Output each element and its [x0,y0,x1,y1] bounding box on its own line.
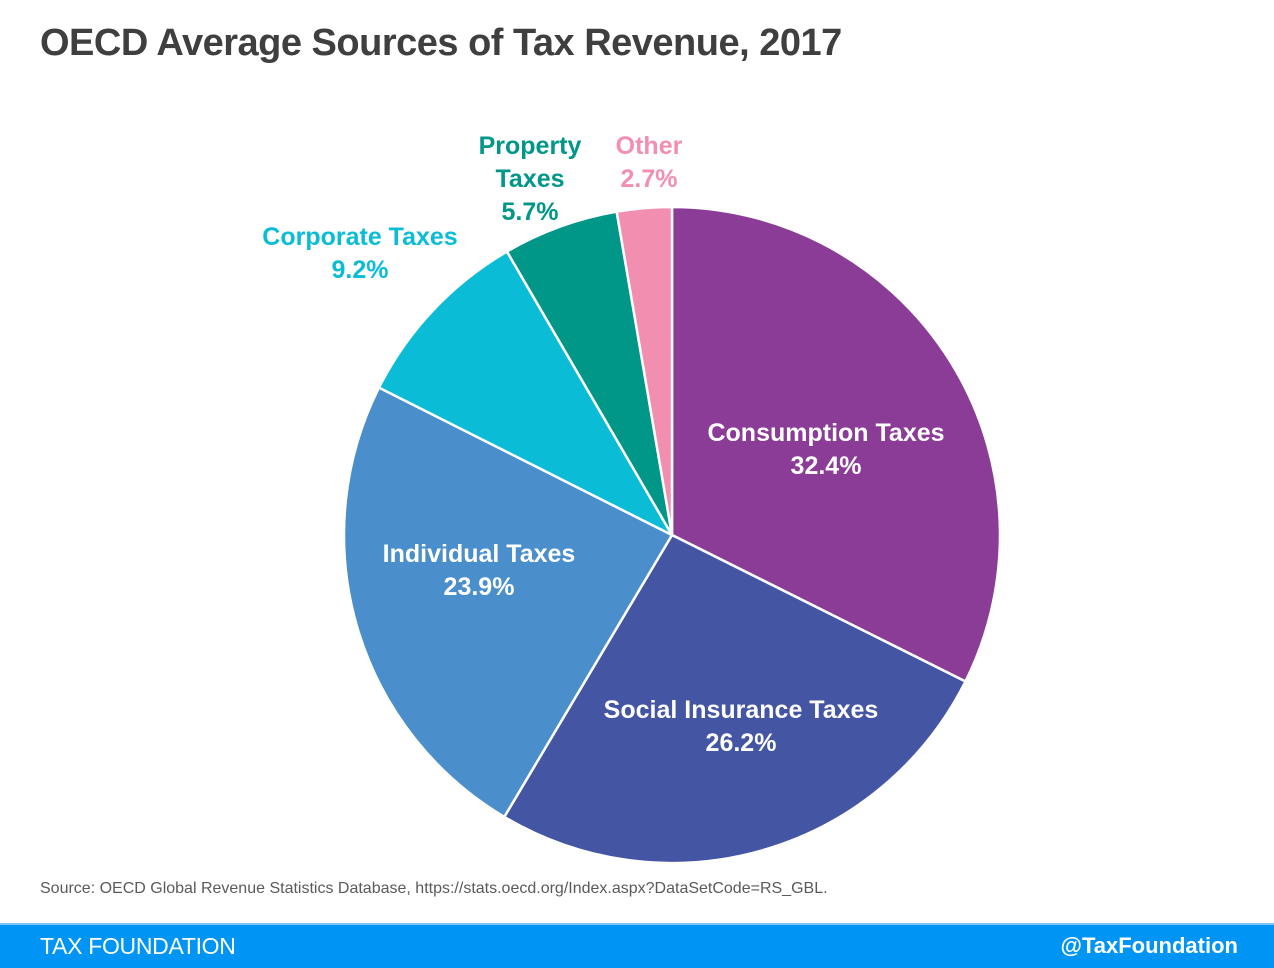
pie-slice-consumption-taxes [670,205,1002,684]
slice-name-label: Corporate Taxes [262,223,457,251]
slice-value-label: 2.7% [621,165,678,193]
pie-slice-other [615,205,674,536]
slice-name-label: Individual Taxes [383,540,576,568]
slice-name-label: Property [479,132,582,160]
slice-name-label: Other [616,132,683,160]
slice-label-other: Other 2.7% [616,132,683,193]
slice-label-individual-taxes: Individual Taxes 23.9% [383,540,576,601]
slice-value-label: 23.9% [444,573,515,601]
source-note: Source: OECD Global Revenue Statistics D… [40,880,828,897]
footer-bar: TAX FOUNDATION @TaxFoundation [0,923,1274,968]
pie-chart: Consumption Taxes 32.4% Social Insurance T… [262,132,1002,865]
pie-slice-corporate-taxes [377,249,676,539]
slice-value-label: 5.7% [502,198,559,226]
slice-label-social-insurance-taxes: Social Insurance Taxes 26.2% [604,696,879,757]
slice-value-label: 9.2% [332,256,389,284]
slice-name-label: Taxes [495,165,564,193]
footer-handle[interactable]: @TaxFoundation [1060,933,1238,958]
slice-name-label: Consumption Taxes [707,419,944,447]
slice-value-label: 32.4% [791,452,862,480]
slice-label-corporate-taxes: Corporate Taxes 9.2% [262,223,457,284]
pie-slice-social-insurance-taxes [502,533,968,865]
slice-label-consumption-taxes: Consumption Taxes 32.4% [707,419,944,480]
footer-brand: TAX FOUNDATION [40,933,236,959]
chart-title: OECD Average Sources of Tax Revenue, 201… [40,22,842,64]
slice-value-label: 26.2% [706,729,777,757]
pie-slices [342,205,1002,865]
slice-name-label: Social Insurance Taxes [604,696,879,724]
pie-labels: Consumption Taxes 32.4% Social Insurance T… [262,132,944,757]
slice-label-property-taxes: Property Taxes 5.7% [479,132,582,226]
